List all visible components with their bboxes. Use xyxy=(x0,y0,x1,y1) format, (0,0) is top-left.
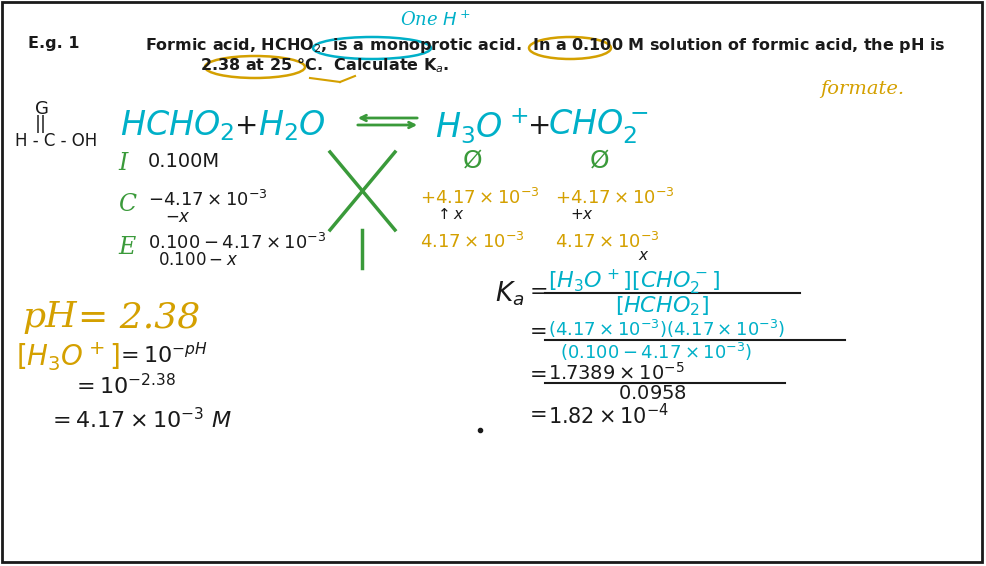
Text: $= 4.17\times10^{-3}\ M$: $= 4.17\times10^{-3}\ M$ xyxy=(48,407,232,432)
Text: $H_2O$: $H_2O$ xyxy=(258,108,325,143)
Text: $HCHO_2$: $HCHO_2$ xyxy=(120,108,235,143)
Text: G: G xyxy=(35,100,49,118)
Text: $(4.17\times10^{-3})(4.17\times10^{-3})$: $(4.17\times10^{-3})(4.17\times10^{-3})$ xyxy=(548,318,785,340)
Text: +: + xyxy=(528,112,551,140)
Text: $0.100-4.17\times10^{-3}$: $0.100-4.17\times10^{-3}$ xyxy=(148,233,326,253)
Text: $-4.17\times10^{-3}$: $-4.17\times10^{-3}$ xyxy=(148,190,268,210)
Text: =: = xyxy=(530,365,547,385)
Text: =: = xyxy=(530,282,548,302)
Text: Ø: Ø xyxy=(463,148,482,172)
Text: $x$: $x$ xyxy=(638,248,650,263)
Text: ||: || xyxy=(35,115,47,133)
Text: 0.100M: 0.100M xyxy=(148,152,220,171)
Text: H - C - OH: H - C - OH xyxy=(15,132,98,150)
Text: 2.38 at 25 °C.  Calculate K$_a$.: 2.38 at 25 °C. Calculate K$_a$. xyxy=(200,56,450,75)
Text: $+4.17\times10^{-3}$: $+4.17\times10^{-3}$ xyxy=(555,188,674,208)
Text: formate.: formate. xyxy=(820,80,904,98)
Text: $[H_3O^+]$: $[H_3O^+]$ xyxy=(16,340,120,372)
Text: $4.17\times10^{-3}$: $4.17\times10^{-3}$ xyxy=(420,232,525,252)
Text: $1.82\times10^{-4}$: $1.82\times10^{-4}$ xyxy=(548,403,669,428)
Text: Ø: Ø xyxy=(590,148,609,172)
Text: C: C xyxy=(118,193,136,216)
Text: $+x$: $+x$ xyxy=(570,207,594,222)
Text: Formic acid, HCHO$_2$, is a monoprotic acid.  In a 0.100 M solution of formic ac: Formic acid, HCHO$_2$, is a monoprotic a… xyxy=(145,36,946,55)
Text: E.g. 1: E.g. 1 xyxy=(28,36,80,51)
Text: $H_3O^+$: $H_3O^+$ xyxy=(435,108,528,146)
Text: I: I xyxy=(118,152,127,175)
Text: $+4.17\times10^{-3}$: $+4.17\times10^{-3}$ xyxy=(420,188,540,208)
Text: $= 10^{-pH}$: $= 10^{-pH}$ xyxy=(116,342,208,367)
Text: $0.100 - x$: $0.100 - x$ xyxy=(158,251,238,269)
Text: pH: pH xyxy=(22,300,77,334)
Text: $[HCHO_2]$: $[HCHO_2]$ xyxy=(615,294,709,318)
Text: $4.17\times10^{-3}$: $4.17\times10^{-3}$ xyxy=(555,232,660,252)
Text: = 2.38: = 2.38 xyxy=(78,300,200,334)
Text: $\uparrow x$: $\uparrow x$ xyxy=(435,207,464,222)
Text: $-x$: $-x$ xyxy=(165,208,191,226)
Text: $K_a$: $K_a$ xyxy=(495,280,525,308)
Text: +: + xyxy=(235,112,258,140)
Text: $0.0958$: $0.0958$ xyxy=(618,384,687,403)
Text: =: = xyxy=(530,322,547,342)
Text: $1.7389\times10^{-5}$: $1.7389\times10^{-5}$ xyxy=(548,362,684,384)
Text: E: E xyxy=(118,236,135,259)
Text: $[H_3O^+][CHO_2^-]$: $[H_3O^+][CHO_2^-]$ xyxy=(548,268,720,297)
Text: $= 10^{-2.38}$: $= 10^{-2.38}$ xyxy=(72,373,176,398)
Text: $(0.100 - 4.17\times10^{-3})$: $(0.100 - 4.17\times10^{-3})$ xyxy=(560,341,752,363)
Text: One $H^+$: One $H^+$ xyxy=(400,10,471,29)
Text: =: = xyxy=(530,405,547,425)
Text: $CHO_2^-$: $CHO_2^-$ xyxy=(548,108,649,147)
